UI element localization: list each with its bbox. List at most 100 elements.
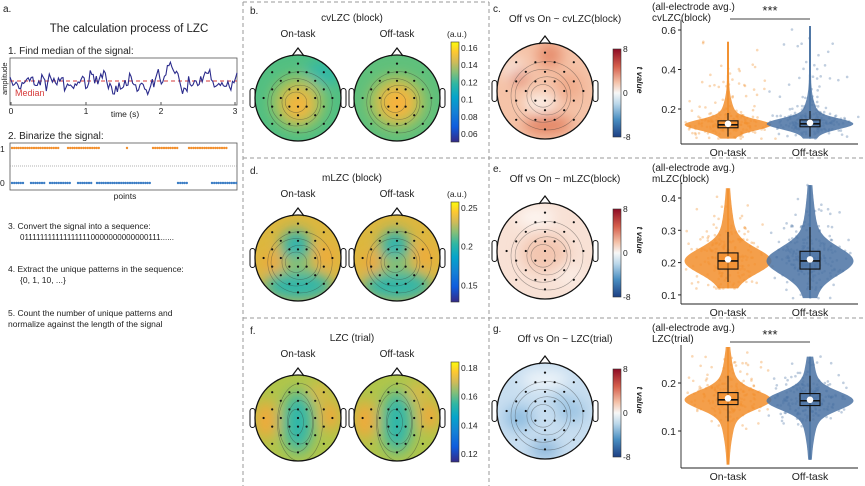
electrode-dot	[543, 240, 547, 243]
binary-point-zero	[183, 181, 186, 185]
electrode-dot	[296, 105, 300, 108]
electrode-dot	[553, 61, 556, 64]
colorbar-tick-label: -8	[623, 292, 631, 302]
electrode-dot	[395, 408, 399, 411]
data-point	[845, 135, 849, 138]
binary-point-zero	[51, 181, 54, 185]
electrode-dot	[395, 114, 399, 117]
data-point	[722, 80, 725, 84]
data-point	[687, 242, 690, 246]
data-point	[713, 233, 717, 237]
electrode-dot	[331, 96, 334, 100]
data-point	[686, 391, 689, 394]
binary-point-zero	[181, 181, 184, 185]
electrode-dot	[395, 382, 399, 385]
electrode-dot	[534, 259, 537, 262]
data-point	[785, 222, 788, 225]
electrode-dot	[543, 89, 547, 93]
binary-point-one	[10, 146, 14, 150]
topomap-region	[280, 230, 311, 265]
electrode-dot	[413, 239, 416, 242]
binary-point-zero	[79, 181, 82, 185]
electrode-dot	[378, 256, 381, 260]
data-point	[698, 116, 702, 120]
data-point	[698, 105, 701, 108]
topomap-on-task	[249, 47, 347, 142]
electrode-dot	[296, 425, 300, 428]
data-point	[760, 137, 763, 140]
electrode-dot	[288, 282, 291, 285]
data-point	[766, 369, 770, 372]
data-point	[793, 111, 797, 115]
panel-a: a. The calculation process of LZC 1. Fin…	[0, 4, 238, 329]
electrode-dot	[279, 239, 282, 242]
binary-point-zero	[235, 181, 238, 185]
t-value-colorbar: 8 0 -8	[612, 44, 631, 142]
data-point	[743, 226, 746, 230]
electrode-dot	[378, 239, 381, 242]
binary-point-one	[225, 146, 228, 150]
ear-left-icon	[491, 399, 498, 423]
contour-line	[366, 231, 432, 294]
electrode-dot	[413, 96, 416, 100]
colorbar-gradient	[450, 361, 460, 463]
electrode-dot	[279, 256, 282, 260]
electrode-dot	[563, 70, 566, 73]
step-4-set: {0, 1, 10, ...}	[20, 275, 66, 285]
data-point	[815, 100, 819, 104]
electrode-dot	[553, 240, 556, 243]
electrode-dot	[288, 248, 291, 251]
binary-point-one	[21, 146, 25, 150]
ear-left-icon	[491, 79, 498, 103]
electrode-dot	[271, 408, 274, 411]
electrode-dot	[322, 408, 325, 411]
ear-right-icon	[592, 399, 599, 423]
electrode-dot	[572, 80, 575, 83]
data-point	[744, 361, 748, 365]
data-point	[696, 280, 700, 284]
electrode-dot	[421, 391, 424, 394]
data-point	[790, 375, 793, 379]
binary-point-zero	[210, 181, 214, 185]
electrode-dot	[387, 425, 390, 428]
data-point	[715, 195, 719, 199]
topomap-region	[557, 399, 586, 423]
binary-point-one	[169, 146, 172, 150]
binary-point-zero	[76, 181, 80, 185]
electrode-dot	[387, 248, 390, 251]
colorbar-tick-label: 8	[623, 204, 628, 214]
panel-label: a.	[3, 4, 11, 15]
data-point	[752, 384, 756, 387]
electrode-dot	[543, 221, 547, 224]
panel-label: e.	[493, 164, 501, 175]
contour-line	[530, 404, 556, 428]
data-point	[731, 78, 734, 81]
data-point	[845, 386, 848, 390]
data-point	[760, 360, 763, 364]
data-point	[758, 409, 761, 413]
signal-xlabel: time (s)	[111, 109, 140, 119]
y-tick-label: 0.1	[661, 290, 676, 302]
binary-point-one	[218, 146, 221, 150]
electrode-dot	[395, 96, 399, 100]
data-point	[790, 28, 794, 31]
data-point	[829, 416, 833, 420]
electrode-dot	[378, 96, 381, 100]
topomap-off-task	[348, 207, 446, 302]
data-point	[796, 423, 800, 426]
binary-point-zero	[228, 181, 231, 185]
contour-line	[284, 91, 308, 113]
topomap-difference	[491, 355, 599, 460]
electrode-dot	[515, 400, 518, 403]
electrode-dot	[534, 99, 537, 102]
electrode-dot	[421, 248, 424, 251]
data-point	[698, 385, 702, 389]
binary-point-zero	[213, 181, 216, 185]
data-point	[820, 203, 823, 207]
binary-point-one	[171, 146, 174, 150]
electrode-dot	[305, 408, 308, 411]
colorbar-tick-label: 0.14	[461, 420, 478, 430]
electrode-dot	[395, 391, 399, 394]
topomap-region	[362, 270, 432, 301]
data-point	[755, 281, 758, 285]
